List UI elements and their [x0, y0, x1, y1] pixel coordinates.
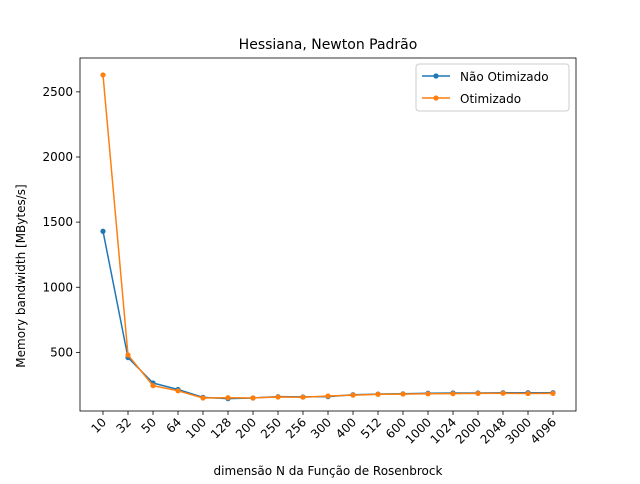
data-point: [375, 391, 381, 397]
legend-label: Otimizado: [460, 92, 521, 106]
data-point: [100, 72, 106, 78]
data-point: [500, 390, 506, 396]
y-tick-label: 2000: [42, 150, 73, 164]
data-point: [250, 395, 256, 401]
data-point: [225, 395, 231, 401]
chart-title: Hessiana, Newton Padrão: [239, 37, 418, 53]
data-point: [300, 394, 306, 400]
data-point: [175, 388, 181, 394]
legend-box: [415, 63, 570, 112]
data-point: [525, 390, 531, 397]
data-point: [100, 228, 106, 234]
y-tick-label: 500: [50, 345, 73, 359]
y-tick-label: 2500: [42, 85, 73, 99]
data-point: [350, 392, 356, 398]
x-axis-label: dimensão N da Função de Rosenbrock: [214, 464, 443, 478]
data-point: [325, 393, 331, 399]
legend-label: Não Otimizado: [460, 70, 549, 84]
data-point: [475, 390, 481, 397]
data-point: [125, 352, 131, 358]
plot-area: [100, 72, 556, 402]
legend-marker: [433, 95, 439, 101]
legend-marker: [433, 73, 439, 79]
y-tick-label: 1500: [42, 215, 73, 229]
legend: Não Otimizado Otimizado: [415, 63, 570, 112]
data-point: [275, 394, 281, 400]
y-tick-label: 1000: [42, 280, 73, 294]
data-point: [400, 391, 406, 397]
data-point: [150, 382, 156, 389]
data-point: [200, 395, 206, 401]
data-point: [450, 391, 456, 397]
data-point: [425, 391, 431, 397]
data-point: [550, 390, 556, 397]
y-axis-label: Memory bandwidth [MBytes/s]: [14, 184, 28, 367]
